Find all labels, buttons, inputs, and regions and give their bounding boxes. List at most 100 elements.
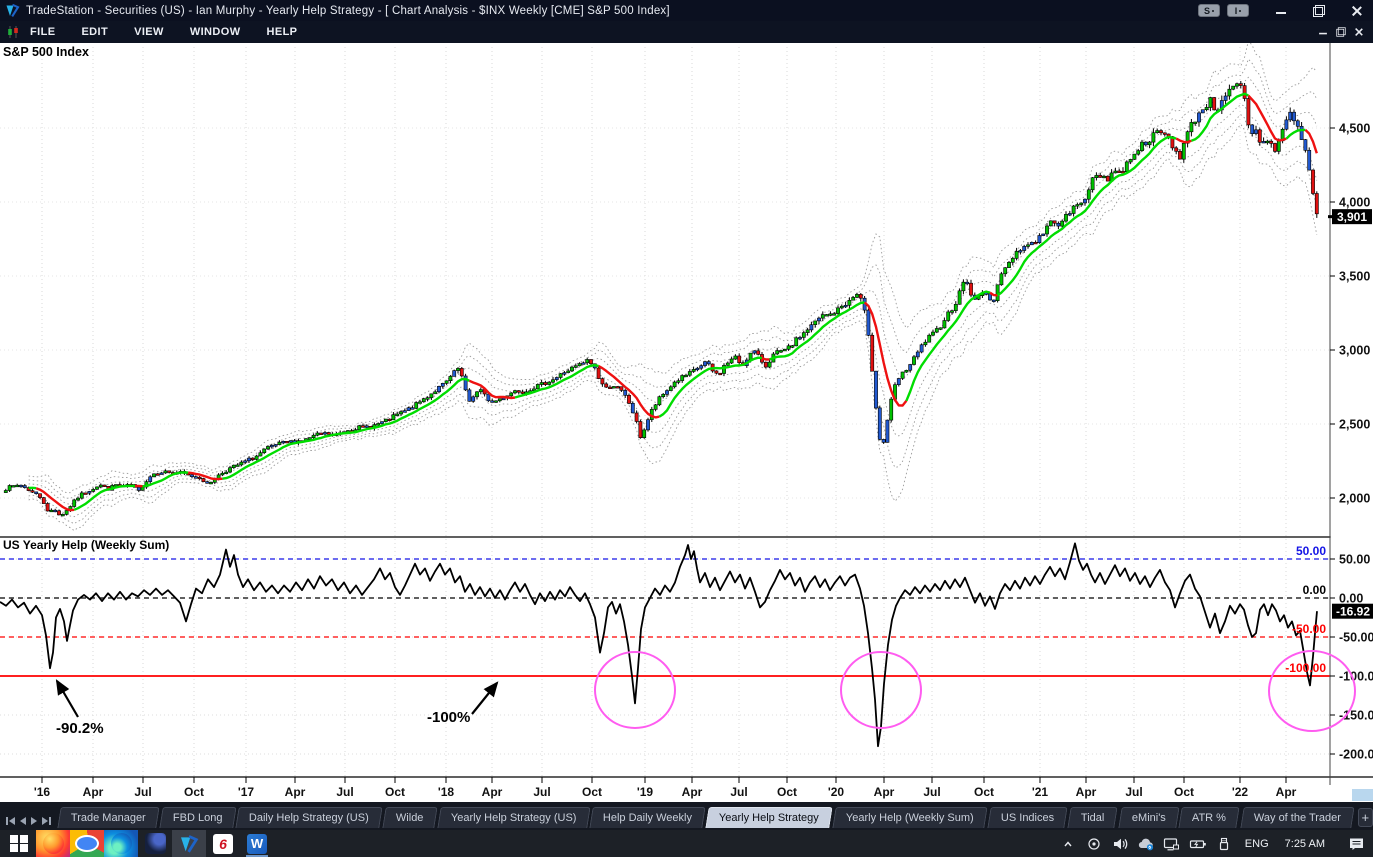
oscillator-axis-label: -200.00 [1339, 748, 1373, 762]
x-axis-label: Jul [533, 785, 550, 799]
price-axis-label: 2,500 [1339, 418, 1370, 432]
action-center-icon[interactable] [1345, 833, 1367, 855]
workspace-tab-help-daily-weekly[interactable]: Help Daily Weekly [589, 807, 706, 828]
network-icon[interactable] [1161, 833, 1183, 855]
oscillator-axis-label: -150.00 [1339, 709, 1373, 723]
annotation-text: -90.2% [56, 720, 104, 737]
price-axis-label: 2,000 [1339, 492, 1370, 506]
minimize-icon[interactable] [1275, 5, 1287, 17]
first-tab-icon[interactable] [6, 817, 15, 825]
menu-item-window[interactable]: WINDOW [189, 26, 241, 38]
workspace-tab-daily-help-strategy-us-[interactable]: Daily Help Strategy (US) [235, 807, 383, 828]
workspace-tab-trade-manager[interactable]: Trade Manager [57, 807, 160, 828]
envelope-band [28, 76, 1318, 505]
workspace-tab-yearly-help-strategy[interactable]: Yearly Help Strategy [705, 807, 833, 828]
workspace-tab-fbd-long[interactable]: FBD Long [159, 807, 237, 828]
envelope-band [28, 113, 1318, 525]
threshold-label: -50.00 [1292, 622, 1326, 636]
child-minimize-icon[interactable] [1318, 27, 1327, 36]
symbol-title: S&P 500 Index [3, 45, 89, 59]
oscillator-axis-label: 50.00 [1339, 553, 1370, 567]
oscillator-last-value: -16.92 [1336, 605, 1370, 619]
language-indicator[interactable]: ENG [1244, 837, 1269, 850]
highlight-circle [594, 651, 676, 729]
workspace-tab-us-indices[interactable]: US Indices [987, 807, 1068, 828]
workspace-tab-yearly-help-weekly-sum-[interactable]: Yearly Help (Weekly Sum) [832, 807, 988, 828]
battery-icon[interactable] [1187, 833, 1209, 855]
title-bar[interactable]: TradeStation - Securities (US) - Ian Mur… [0, 0, 1373, 21]
chart-analysis-window: 4,500 4,000 3,500 3,000 2,500 2,000 3,901 50.00… [0, 43, 1373, 802]
x-axis-label: Apr [874, 785, 895, 799]
workspace-tab-atr-[interactable]: ATR % [1178, 807, 1241, 828]
moving-average [35, 487, 75, 512]
moving-average [905, 290, 991, 402]
envelope-band [28, 104, 1318, 518]
firefox-taskbar-icon[interactable] [36, 830, 70, 857]
hidden-icons-chevron-icon[interactable] [1057, 833, 1079, 855]
workspace-tab-tidal[interactable]: Tidal [1067, 807, 1119, 828]
chart-canvas[interactable]: 4,500 4,000 3,500 3,000 2,500 2,000 3,901 50.00… [0, 43, 1373, 802]
workspace-tab-yearly-help-strategy-us-[interactable]: Yearly Help Strategy (US) [437, 807, 590, 828]
oscillator-axis-label: 0.00 [1339, 592, 1363, 606]
last-price-tag [1332, 209, 1372, 225]
volume-icon[interactable] [1109, 833, 1131, 855]
next-tab-icon[interactable] [31, 817, 37, 825]
candles [3, 81, 1319, 517]
menu-item-view[interactable]: VIEW [134, 26, 164, 38]
menu-bar: FILE EDIT VIEW WINDOW HELP [0, 21, 1373, 43]
annotation-arrow [471, 681, 499, 715]
child-restore-icon[interactable] [1336, 27, 1346, 37]
x-axis-label: Oct [777, 785, 797, 799]
restore-icon[interactable] [1313, 4, 1325, 17]
chrome-taskbar-icon[interactable] [70, 830, 104, 857]
x-axis-label: Oct [385, 785, 405, 799]
tab-navigation [6, 817, 51, 825]
quick-sell-button[interactable]: S [1198, 4, 1220, 17]
prev-tab-icon[interactable] [20, 817, 26, 825]
tradestation-taskbar-icon[interactable] [172, 830, 206, 857]
moving-average [1247, 94, 1287, 142]
x-axis-label: '18 [438, 785, 455, 799]
add-tab-button[interactable]: + [1357, 808, 1373, 827]
x-axis-label: Oct [974, 785, 994, 799]
menu-item-edit[interactable]: EDIT [81, 26, 109, 38]
tradestation-logo-icon [5, 3, 20, 18]
threshold-label: 0.00 [1303, 583, 1327, 597]
edge-taskbar-icon[interactable] [104, 830, 138, 857]
moving-average [142, 471, 189, 488]
envelope-band [28, 123, 1318, 532]
workspace-tab-way-of-the-trader[interactable]: Way of the Trader [1239, 807, 1355, 828]
word-taskbar-icon[interactable]: W [240, 830, 274, 857]
red-app-taskbar-icon[interactable]: 6 [206, 830, 240, 857]
onedrive-icon[interactable] [1135, 833, 1157, 855]
moving-average [598, 365, 660, 419]
threshold-label: -100.00 [1285, 661, 1326, 675]
usb-icon[interactable] [1213, 833, 1235, 855]
workspace-tab-wilde[interactable]: Wilde [382, 807, 438, 828]
x-axis-label: '16 [34, 785, 51, 799]
x-axis-label: Jul [336, 785, 353, 799]
moving-average [468, 379, 516, 400]
menu-item-file[interactable]: FILE [30, 26, 56, 38]
clock[interactable]: 7:25 AM [1284, 837, 1325, 850]
workspace-tab-emini-s[interactable]: eMini's [1117, 807, 1180, 828]
x-axis-label: Apr [482, 785, 503, 799]
navy-app-taskbar-icon[interactable] [138, 830, 172, 857]
moving-average [989, 291, 998, 297]
moving-average [996, 135, 1177, 297]
close-icon[interactable] [1351, 5, 1363, 17]
moving-average [188, 471, 223, 481]
quick-info-button[interactable]: I [1227, 4, 1249, 17]
app-tray-icon[interactable] [1083, 833, 1105, 855]
child-close-icon[interactable] [1354, 27, 1363, 36]
x-axis-label: Apr [285, 785, 306, 799]
last-tab-icon[interactable] [42, 817, 51, 825]
start-taskbar-icon[interactable] [2, 830, 36, 857]
last-price-value: 3,901 [1337, 210, 1367, 224]
oscillator-axis-label: -100.00 [1339, 670, 1373, 684]
oscillator-axis-label: -50.00 [1339, 631, 1373, 645]
window-title: TradeStation - Securities (US) - Ian Mur… [26, 4, 670, 17]
x-axis-label: Oct [1174, 785, 1194, 799]
menu-item-help[interactable]: HELP [266, 26, 298, 38]
